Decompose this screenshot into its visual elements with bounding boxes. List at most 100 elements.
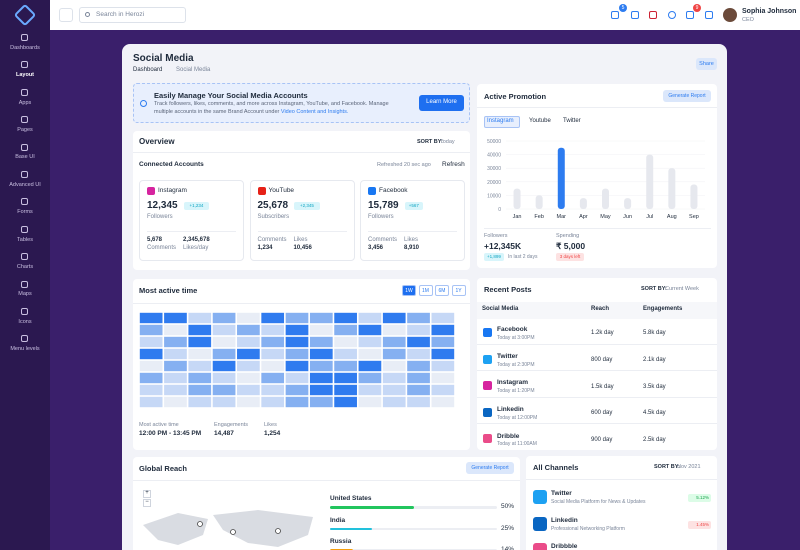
menu-button[interactable] [59, 8, 73, 22]
sidebar-item[interactable]: Dashboards [10, 44, 40, 51]
sort-value[interactable]: Nov 2021 [677, 463, 701, 470]
divider [484, 228, 711, 229]
search-box[interactable] [79, 7, 186, 23]
heatmap-cell [237, 396, 260, 408]
channel-desc: Professional Networking Platform [551, 525, 625, 532]
divider [368, 231, 457, 232]
tab[interactable]: Youtube [529, 118, 551, 125]
heatmap-cell [164, 372, 187, 384]
tab[interactable]: Instagram [487, 118, 514, 125]
post-platform: Twitter [497, 352, 518, 360]
heatmap-cell [309, 324, 333, 336]
heatmap-cell [407, 336, 430, 348]
header-icon[interactable] [611, 11, 619, 19]
heatmap-cell [431, 348, 455, 360]
sidebar-item[interactable]: Layout [15, 72, 35, 79]
heatmap-cell [309, 384, 333, 396]
learn-more-button[interactable] [419, 95, 464, 111]
zoom-button[interactable] [143, 499, 151, 507]
tab-active[interactable] [484, 116, 520, 128]
heatmap-cell [188, 348, 212, 360]
column-header: Engagements [643, 306, 683, 313]
sort-value[interactable]: Current Week [665, 285, 699, 292]
share-button[interactable] [696, 58, 717, 70]
panel [526, 456, 717, 550]
heatmap-cell [309, 336, 333, 348]
map-land [143, 513, 208, 545]
header-icon[interactable] [668, 11, 676, 19]
range-tab[interactable] [418, 285, 433, 296]
sidebar-icon [21, 280, 28, 288]
heatmap-cell [237, 336, 260, 348]
account-card [360, 180, 465, 261]
header-icon[interactable] [705, 11, 713, 19]
sidebar-item[interactable]: Maps [18, 291, 32, 298]
account-name: Facebook [379, 187, 408, 195]
stat-value: 1,254 [264, 430, 281, 438]
x-tick-label: Jul [646, 214, 653, 220]
range-tab[interactable] [451, 285, 466, 296]
stat-note: In last 2 days [508, 254, 538, 260]
heatmap-cell [285, 336, 309, 348]
heatmap-cell [212, 384, 236, 396]
zoom-button[interactable] [143, 490, 151, 498]
stat-value: 12:00 PM - 13:45 PM [139, 430, 202, 438]
platform-icon [257, 187, 266, 195]
heatmap-cell [407, 396, 430, 408]
post-reach: 1.5k day [591, 383, 614, 390]
growth-badge [294, 202, 320, 210]
sidebar-item[interactable]: Icons [18, 318, 32, 325]
heatmap-cell [358, 396, 382, 408]
x-tick-label: Mar [557, 214, 567, 220]
range-tab[interactable] [402, 285, 416, 296]
panel-title: Active Promotion [484, 91, 547, 101]
range-tab-label: 1W [405, 287, 413, 294]
account-value: 15,789 [368, 200, 399, 211]
sidebar-icon [21, 171, 28, 178]
sidebar-item[interactable]: Tables [17, 236, 33, 243]
range-tab[interactable] [435, 285, 449, 296]
sort-value[interactable]: Today [440, 138, 455, 145]
sidebar-item[interactable]: Base UI [15, 154, 35, 161]
growth-badge [404, 202, 423, 210]
generate-report-button[interactable] [466, 462, 514, 474]
heatmap-cell [334, 360, 357, 372]
header-icon[interactable] [686, 11, 694, 19]
cart-badge: 5 [621, 5, 625, 11]
heatmap-cell [212, 372, 236, 384]
heatmap-cell [334, 396, 357, 408]
column-header: Reach [591, 306, 610, 313]
header-icon[interactable] [631, 11, 639, 19]
sidebar-item[interactable]: Menu levels [10, 346, 40, 353]
sidebar-item[interactable]: Apps [18, 99, 32, 106]
post-platform: Dribble [497, 432, 520, 440]
stat-value: +12,345K [484, 240, 522, 251]
refresh-link[interactable]: Refresh [442, 161, 465, 169]
heatmap-cell [382, 372, 406, 384]
heatmap-cell [261, 360, 285, 372]
panel-title: All Channels [533, 462, 579, 472]
sort-label: SORT BY: [641, 285, 667, 292]
sidebar-item[interactable]: Charts [16, 263, 34, 270]
generate-report-button[interactable] [663, 90, 711, 102]
tab[interactable]: Twitter [563, 118, 581, 125]
heatmap-cell [407, 312, 430, 324]
change-badge [688, 520, 711, 529]
divider [477, 107, 717, 108]
y-tick-label: 30000 [487, 166, 501, 172]
heatmap-cell [139, 324, 163, 336]
sidebar-item[interactable]: Forms [17, 209, 33, 216]
sidebar-item[interactable]: Advanced UI [9, 181, 41, 188]
header-icon[interactable] [649, 11, 657, 19]
bar [579, 198, 587, 209]
x-tick-label: Jan [513, 214, 522, 220]
account-metric: Followers [368, 214, 394, 221]
column-header: Social Media [482, 306, 519, 313]
heatmap-cell [285, 312, 309, 324]
channel-name: Twitter [551, 490, 572, 498]
banner-link[interactable]: Video Content and Insights. [280, 109, 349, 115]
heatmap-cell [382, 348, 406, 360]
stat-text: 8,910 [404, 245, 420, 252]
sidebar-item[interactable]: Pages [17, 126, 33, 133]
divider [133, 303, 470, 304]
